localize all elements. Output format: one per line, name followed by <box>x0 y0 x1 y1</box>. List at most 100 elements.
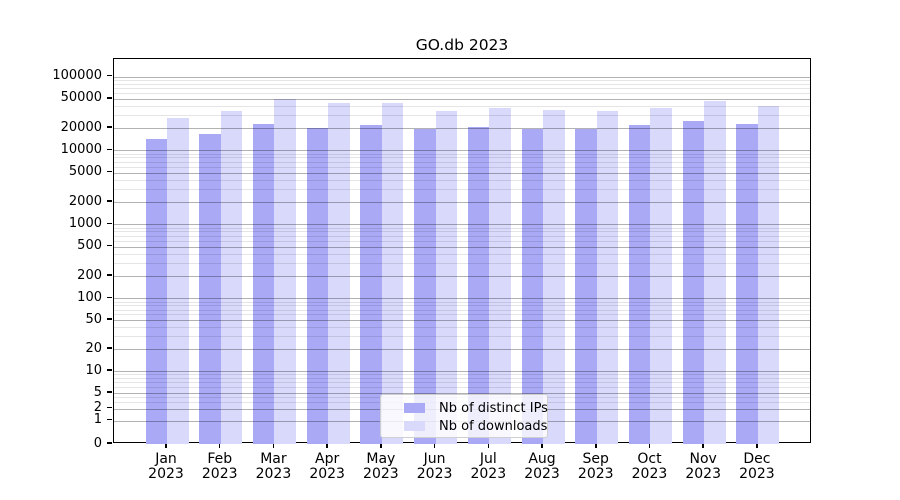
minor-gridline <box>114 166 810 168</box>
y-tick-label: 1000 <box>68 215 102 231</box>
y-tick-mark <box>107 418 112 421</box>
x-tick-mark <box>756 443 758 448</box>
bar-nb-of-distinct-ips-dec <box>736 124 758 444</box>
y-tick-label: 500 <box>77 238 102 254</box>
y-tick-mark <box>107 274 112 276</box>
legend-label: Nb of distinct IPs <box>439 400 548 416</box>
x-tick-year: 2023 <box>577 465 614 482</box>
legend: Nb of distinct IPs Nb of downloads <box>380 394 548 438</box>
x-tick-mark <box>380 443 382 448</box>
minor-gridline <box>114 378 810 380</box>
bar-nb-of-distinct-ips-may <box>360 125 382 444</box>
major-gridline <box>114 371 810 372</box>
major-gridline <box>114 172 810 174</box>
x-tick-year: 2023 <box>470 465 507 482</box>
x-tick-mark <box>595 443 597 448</box>
x-tick-label-feb: Feb 2023 <box>190 452 250 481</box>
x-tick-month: Mar <box>260 451 287 467</box>
x-tick-label-aug: Aug 2023 <box>512 452 572 481</box>
x-tick-label-mar: Mar 2023 <box>243 452 303 481</box>
bar-nb-of-distinct-ips-apr <box>306 127 329 444</box>
bar-nb-of-downloads-dec <box>757 105 780 444</box>
bar-nb-of-downloads-nov <box>704 100 726 444</box>
x-tick-mark <box>272 443 275 448</box>
x-tick-label-apr: Apr 2023 <box>297 452 357 481</box>
minor-gridline <box>114 188 810 190</box>
bar-nb-of-downloads-aug <box>543 110 565 444</box>
x-tick-month: Sep <box>582 451 609 467</box>
x-tick-label-oct: Oct 2023 <box>619 452 679 481</box>
bar-nb-of-downloads-sep <box>596 110 619 444</box>
x-tick-month: Jun <box>423 451 446 467</box>
x-tick-year: 2023 <box>201 465 238 482</box>
minor-gridline <box>114 235 810 237</box>
x-tick-label-nov: Nov 2023 <box>673 452 733 481</box>
legend-row: Nb of downloads <box>381 417 547 435</box>
y-tick-label: 5000 <box>68 164 102 180</box>
y-tick-mark <box>107 97 112 99</box>
x-tick-mark <box>433 443 436 448</box>
bar-nb-of-distinct-ips-mar <box>252 124 275 444</box>
x-tick-mark <box>165 443 167 448</box>
y-tick-mark <box>107 222 112 225</box>
legend-swatch <box>404 402 425 414</box>
x-tick-month: Jul <box>479 451 497 467</box>
minor-gridline <box>114 327 810 329</box>
y-tick-label: 10000 <box>60 141 102 157</box>
major-gridline <box>114 76 810 78</box>
x-tick-year: 2023 <box>685 465 721 482</box>
bar-nb-of-distinct-ips-jul <box>467 127 490 444</box>
x-tick-year: 2023 <box>148 465 184 482</box>
major-gridline <box>114 246 810 248</box>
grid-layer <box>114 59 810 442</box>
bars-layer <box>114 59 810 444</box>
x-tick-month: Nov <box>689 451 717 467</box>
y-tick-mark <box>107 148 112 151</box>
minor-gridline <box>114 253 810 255</box>
x-tick-label-sep: Sep 2023 <box>566 452 626 481</box>
x-tick-mark <box>702 443 704 448</box>
minor-gridline <box>114 262 810 264</box>
y-tick-mark <box>107 318 112 320</box>
x-tick-month: Dec <box>743 451 771 467</box>
legend-swatch <box>404 420 425 432</box>
minor-gridline <box>114 382 810 384</box>
x-tick-year: 2023 <box>255 465 292 482</box>
y-tick-mark <box>107 74 112 77</box>
bar-nb-of-downloads-jul <box>489 108 511 444</box>
bar-nb-of-distinct-ips-nov <box>682 121 705 444</box>
x-tick-mark <box>487 443 490 448</box>
x-tick-month: Feb <box>207 451 233 467</box>
minor-gridline <box>114 83 810 85</box>
legend-row: Nb of distinct IPs <box>381 399 548 417</box>
minor-gridline <box>114 93 810 95</box>
x-tick-year: 2023 <box>363 465 399 482</box>
y-tick-label: 20 <box>85 340 102 356</box>
x-tick-year: 2023 <box>739 465 775 482</box>
y-tick-label: 0 <box>93 435 102 451</box>
y-tick-mark <box>107 391 112 393</box>
bar-nb-of-downloads-jan <box>167 118 189 444</box>
y-tick-mark <box>107 369 112 371</box>
minor-gridline <box>114 88 810 90</box>
y-tick-label: 1 <box>93 412 102 427</box>
x-tick-month: Oct <box>637 451 662 467</box>
x-tick-mark <box>541 443 543 448</box>
major-gridline <box>114 98 810 100</box>
major-gridline <box>114 393 810 394</box>
x-tick-mark <box>218 443 221 448</box>
y-tick-mark <box>107 170 112 173</box>
bar-nb-of-distinct-ips-jun <box>414 128 436 444</box>
minor-gridline <box>114 301 810 303</box>
major-gridline <box>114 298 810 300</box>
y-tick-label: 100 <box>77 289 102 305</box>
bar-nb-of-distinct-ips-oct <box>628 124 651 444</box>
x-tick-month: Apr <box>315 451 340 467</box>
y-tick-label: 5 <box>93 384 102 400</box>
bar-nb-of-downloads-may <box>381 103 404 444</box>
bar-nb-of-distinct-ips-feb <box>199 133 221 444</box>
x-tick-year: 2023 <box>631 465 668 482</box>
minor-gridline <box>114 231 810 233</box>
x-tick-label-jan: Jan 2023 <box>136 452 196 481</box>
y-tick-label: 20000 <box>60 119 102 135</box>
